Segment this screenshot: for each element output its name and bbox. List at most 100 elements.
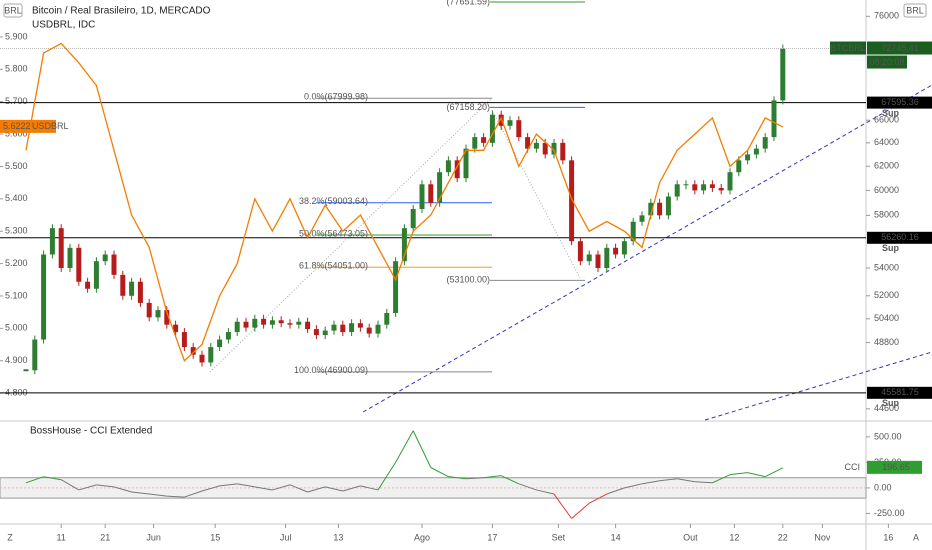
candle — [525, 137, 531, 149]
cci-segment — [377, 462, 397, 491]
cci-segment — [729, 472, 748, 476]
y-tick-label: 62000 — [874, 161, 899, 171]
candle — [648, 202, 654, 216]
cci-segment — [412, 430, 432, 468]
chart-subtitle: USDBRL, IDC — [32, 20, 95, 31]
candle — [577, 241, 583, 262]
candle — [736, 160, 742, 173]
y-tick-label: 64000 — [874, 137, 899, 147]
candle — [463, 148, 469, 179]
candle — [419, 184, 425, 210]
y2-tick-label: 5.100 — [5, 290, 28, 300]
candle — [498, 114, 504, 126]
candle — [604, 247, 610, 268]
corner-right[interactable]: A — [913, 532, 919, 542]
x-tick-label: Nov — [814, 532, 831, 542]
price-note-label: (67158.20) — [446, 102, 490, 112]
candle — [683, 184, 689, 186]
cci-segment — [201, 485, 220, 492]
candle — [287, 323, 293, 325]
corner-left[interactable]: Z — [7, 532, 13, 542]
trend-line — [704, 351, 932, 421]
usdbrl-value: 5.6222 — [3, 121, 31, 131]
cci-segment — [342, 485, 361, 492]
candle — [542, 142, 548, 155]
candle — [111, 254, 117, 275]
candle — [305, 321, 311, 330]
candle — [762, 137, 768, 149]
level-badge — [867, 386, 932, 399]
cci-segment — [254, 486, 273, 491]
candle — [269, 320, 275, 325]
candle — [331, 324, 337, 331]
y2-tick-label: 5.600 — [5, 128, 28, 138]
cci-segment — [166, 495, 185, 498]
candle — [217, 339, 223, 348]
candle — [437, 172, 443, 203]
fib-connector — [209, 97, 493, 373]
cci-tick-label: -250.00 — [874, 508, 905, 518]
y2-tick-label: 5.400 — [5, 193, 28, 203]
price-note-label: (77651.59) — [446, 0, 490, 6]
level-value: 56260.16 — [881, 232, 919, 242]
candle — [410, 209, 416, 229]
candle — [551, 142, 557, 155]
candle — [208, 347, 214, 363]
y2-tick-label: 5.900 — [5, 31, 28, 41]
candle — [164, 310, 170, 325]
candle — [454, 160, 460, 179]
candle — [665, 196, 671, 216]
x-tick-label: 14 — [611, 532, 621, 542]
cci-segment — [360, 485, 379, 491]
cci-segment — [272, 484, 291, 491]
candle — [745, 154, 751, 161]
x-tick-label: 15 — [210, 532, 220, 542]
x-tick-label: Jun — [146, 532, 161, 542]
currency-badge[interactable] — [903, 3, 927, 18]
candle — [718, 187, 724, 191]
level-value: 45581.75 — [881, 387, 919, 397]
candle — [137, 281, 143, 303]
candle — [173, 324, 179, 333]
candle — [261, 318, 267, 325]
trend-line — [362, 84, 932, 413]
cci-segment — [25, 476, 44, 484]
candle — [709, 184, 715, 188]
y2-tick-label: 5.000 — [5, 323, 28, 333]
cci-value: 196.65 — [882, 462, 910, 472]
x-tick-label: Out — [683, 532, 698, 542]
cci-segment — [712, 474, 731, 484]
cci-segment — [553, 493, 573, 519]
candle — [375, 324, 381, 334]
y2-tick-label: 5.200 — [5, 258, 28, 268]
candle — [489, 114, 495, 143]
candle — [41, 254, 47, 340]
cci-segment — [395, 430, 414, 463]
candle — [727, 172, 733, 191]
x-tick-label: 12 — [729, 532, 739, 542]
candle — [621, 241, 627, 255]
chart-title: Bitcoin / Real Brasileiro, 1D, MERCADO — [32, 6, 211, 17]
cci-badge — [867, 460, 922, 474]
fib-label: 100.0%(46900.09) — [294, 365, 368, 375]
candle — [393, 261, 399, 313]
candle — [639, 215, 645, 222]
symbol-label: BTCBRL — [830, 43, 866, 53]
symbol-badge — [830, 41, 866, 55]
cci-segment — [60, 479, 80, 491]
currency-badge[interactable] — [3, 3, 23, 18]
candle — [199, 354, 205, 363]
level-badge — [867, 231, 932, 244]
candle — [225, 332, 231, 340]
cci-segment — [571, 502, 590, 519]
candle — [771, 100, 777, 138]
candle — [569, 160, 575, 242]
cci-segment — [465, 477, 484, 480]
candle — [23, 369, 29, 372]
cci-segment — [588, 493, 608, 504]
candle — [313, 329, 319, 336]
cci-segment — [518, 483, 537, 491]
fib-label: 0.0%(67999.98) — [304, 92, 368, 102]
